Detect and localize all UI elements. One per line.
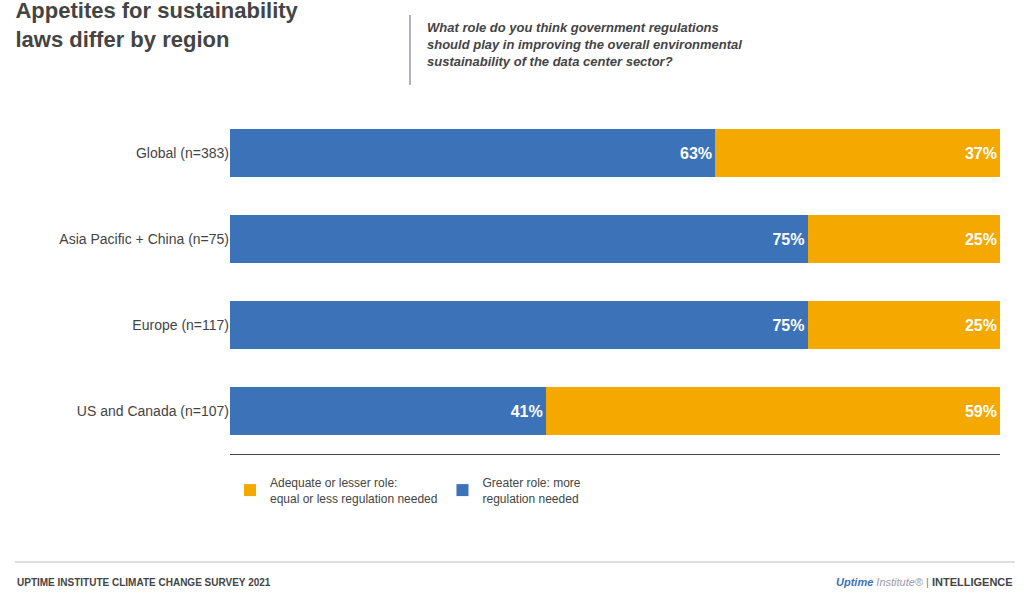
- svg-text:US and Canada (n=107): US and Canada (n=107): [77, 403, 229, 419]
- svg-text:59%: 59%: [965, 403, 997, 420]
- svg-text:63%: 63%: [680, 145, 712, 162]
- svg-text:Appetites for sustainabilityla: Appetites for sustainabilitylaws differ …: [15, 0, 298, 52]
- svg-text:37%: 37%: [965, 145, 997, 162]
- svg-text:Uptime Institute® | INTELLIGEN: Uptime Institute® | INTELLIGENCE: [836, 576, 1013, 588]
- svg-text:25%: 25%: [965, 317, 997, 334]
- svg-text:Global (n=383): Global (n=383): [136, 145, 229, 161]
- svg-text:Greater role: moreregulation n: Greater role: moreregulation needed: [482, 476, 580, 506]
- svg-text:What role do you think governm: What role do you think government regula…: [427, 20, 742, 69]
- svg-text:75%: 75%: [772, 317, 804, 334]
- svg-text:75%: 75%: [772, 231, 804, 248]
- svg-text:41%: 41%: [511, 403, 543, 420]
- svg-text:UPTIME INSTITUTE CLIMATE CHANG: UPTIME INSTITUTE CLIMATE CHANGE SURVEY 2…: [17, 577, 271, 588]
- svg-text:25%: 25%: [965, 231, 997, 248]
- svg-text:Asia Pacific + China (n=75): Asia Pacific + China (n=75): [59, 231, 229, 247]
- svg-text:Europe (n=117): Europe (n=117): [132, 317, 229, 333]
- svg-text:Adequate or lesser role:equal: Adequate or lesser role:equal or less re…: [270, 476, 437, 506]
